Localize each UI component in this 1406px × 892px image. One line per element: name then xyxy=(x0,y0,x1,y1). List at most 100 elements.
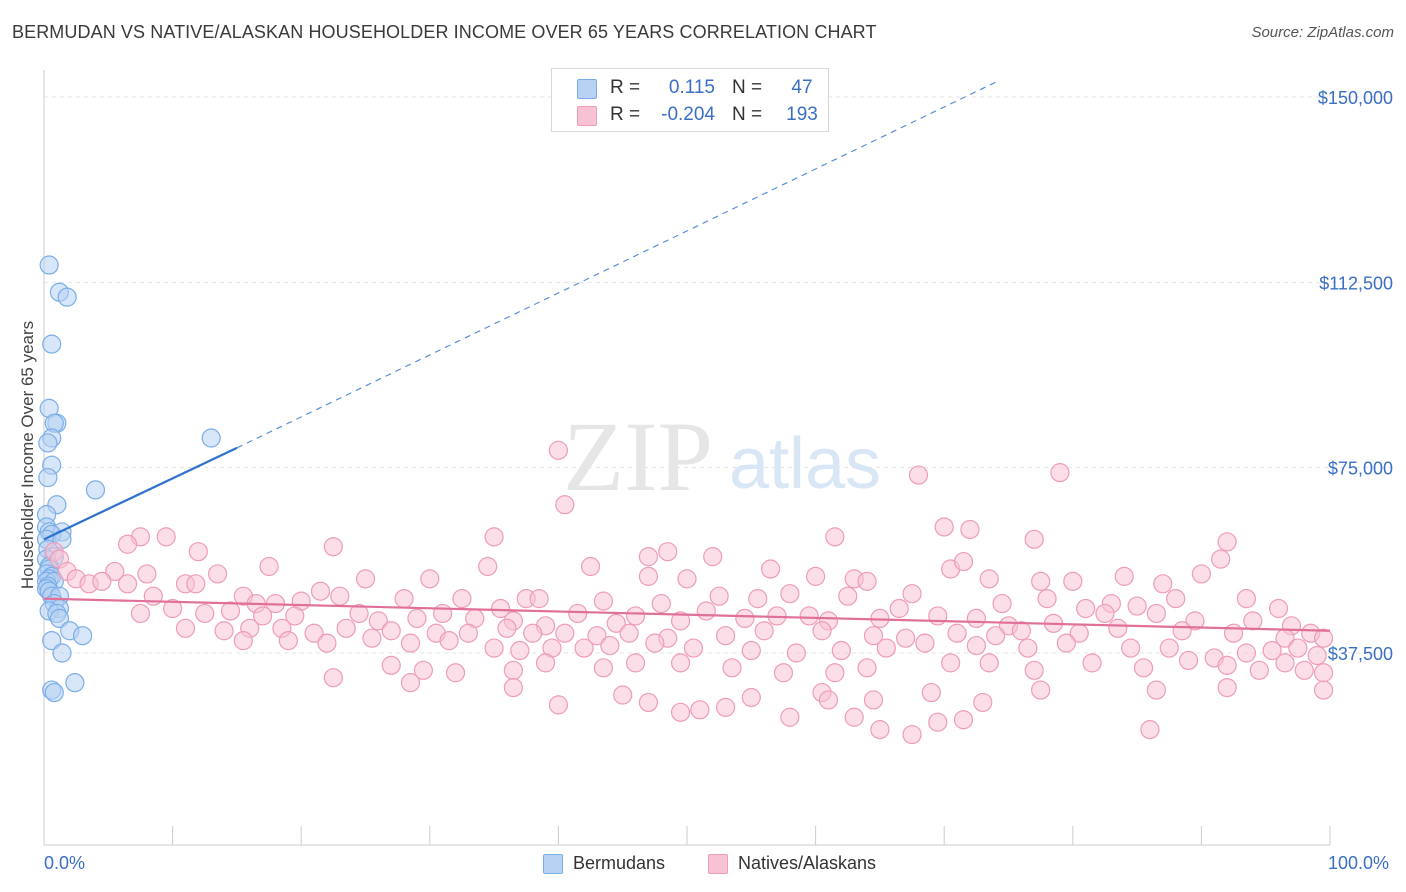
native-alaskan-point xyxy=(1146,680,1166,700)
native-alaskan-point xyxy=(439,631,459,651)
native-alaskan-point xyxy=(317,633,337,653)
native-alaskan-point xyxy=(1076,598,1096,619)
native-alaskan-point xyxy=(902,724,922,745)
native-alaskan-point xyxy=(1140,720,1160,740)
native-alaskan-point xyxy=(503,677,523,698)
legend-label-natives-alaskans: Natives/Alaskans xyxy=(738,853,877,873)
series-legend: Bermudans Natives/Alaskans xyxy=(0,852,1406,878)
native-alaskan-point xyxy=(1275,653,1295,673)
native-alaskan-point xyxy=(1159,638,1179,658)
native-alaskan-point xyxy=(915,633,935,653)
native-alaskan-point xyxy=(953,710,974,730)
native-alaskan-point xyxy=(1056,633,1076,653)
native-alaskan-point xyxy=(1095,603,1115,624)
native-alaskan-point xyxy=(548,695,569,715)
native-alaskan-point xyxy=(889,598,909,619)
legend-swatch-bermudans xyxy=(577,79,597,99)
native-alaskan-point xyxy=(670,702,691,722)
native-alaskan-point xyxy=(163,598,183,619)
series-bermudans xyxy=(36,255,221,703)
native-alaskan-point xyxy=(1011,621,1031,641)
native-alaskan-point xyxy=(780,584,800,604)
native-alaskan-point xyxy=(1191,564,1212,584)
native-alaskan-point xyxy=(831,640,851,661)
native-alaskan-point xyxy=(1082,653,1102,673)
native-alaskan-point xyxy=(593,658,614,678)
native-alaskan-point xyxy=(452,589,472,609)
native-alaskan-point xyxy=(529,589,549,609)
native-alaskan-point xyxy=(413,660,433,680)
native-alaskan-point xyxy=(651,593,671,614)
native-alaskan-point xyxy=(92,571,112,591)
native-alaskan-point xyxy=(587,626,607,646)
native-alaskan-point xyxy=(1288,638,1308,658)
native-alaskan-point xyxy=(368,611,388,631)
watermark-atlas: atlas xyxy=(729,424,881,504)
native-alaskan-point xyxy=(986,626,1006,646)
native-alaskan-point xyxy=(941,653,961,673)
native-alaskan-trend-line xyxy=(43,597,1331,632)
legend-swatch-bermudans xyxy=(543,854,563,874)
native-alaskan-point xyxy=(1024,660,1044,680)
native-alaskan-point xyxy=(1223,623,1244,643)
native-alaskan-point xyxy=(278,631,298,651)
bermudan-point xyxy=(42,334,62,354)
native-alaskan-point xyxy=(381,621,401,641)
native-alaskan-point xyxy=(304,623,324,643)
native-alaskan-point xyxy=(130,603,151,624)
bermudan-point xyxy=(42,631,62,651)
legend-n-value: 193 xyxy=(786,104,818,125)
native-alaskan-point xyxy=(1236,589,1257,609)
native-alaskan-point xyxy=(407,608,427,629)
bermudan-point xyxy=(57,287,77,307)
native-alaskan-point xyxy=(117,574,138,594)
native-alaskan-point xyxy=(433,603,453,624)
native-alaskan-point xyxy=(349,603,369,624)
bermudan-point xyxy=(85,480,106,500)
native-alaskan-point xyxy=(638,547,659,567)
native-alaskan-point xyxy=(876,638,896,658)
native-alaskan-point xyxy=(1108,618,1128,638)
native-alaskan-point xyxy=(330,586,350,606)
native-alaskan-point xyxy=(760,559,781,579)
native-alaskan-point xyxy=(902,584,922,604)
legend-row-natives-alaskans: R = -0.204 N = 193 xyxy=(552,101,828,129)
native-alaskan-point xyxy=(186,574,206,594)
native-alaskan-point xyxy=(535,653,556,673)
native-alaskan-point xyxy=(214,621,234,641)
native-alaskan-point xyxy=(555,623,575,643)
native-alaskan-point xyxy=(188,542,208,562)
native-alaskan-point xyxy=(947,623,967,643)
native-alaskan-point xyxy=(510,640,530,661)
native-alaskan-point xyxy=(805,566,826,586)
native-alaskan-point xyxy=(137,564,157,584)
native-alaskan-point xyxy=(645,633,665,653)
native-alaskan-point xyxy=(1178,650,1199,671)
native-alaskan-point xyxy=(934,517,954,537)
native-alaskan-point xyxy=(625,653,646,673)
native-alaskan-point xyxy=(1172,621,1192,641)
native-alaskan-point xyxy=(555,495,575,515)
native-alaskan-point xyxy=(870,720,890,740)
native-alaskan-point xyxy=(1050,463,1070,483)
native-alaskan-point xyxy=(973,692,993,713)
native-alaskan-point xyxy=(233,631,253,651)
native-alaskan-point xyxy=(523,623,543,643)
bermudan-point xyxy=(38,433,58,453)
native-alaskan-point xyxy=(400,633,421,653)
trend-lines xyxy=(43,81,1331,632)
watermark-zip: ZIP xyxy=(563,401,713,512)
native-alaskan-point xyxy=(195,603,215,624)
legend-n-label: N = xyxy=(732,77,763,98)
native-alaskan-point xyxy=(696,601,716,621)
native-alaskan-point xyxy=(1166,589,1186,609)
bermudan-point xyxy=(49,608,70,629)
bermudan-trend-extension xyxy=(236,81,996,449)
native-alaskan-point xyxy=(381,655,401,675)
native-alaskan-point xyxy=(1018,638,1038,658)
native-alaskan-point xyxy=(503,660,523,680)
native-alaskan-point xyxy=(1313,663,1334,683)
native-alaskan-point xyxy=(1307,645,1327,666)
chart-title: BERMUDAN VS NATIVE/ALASKAN HOUSEHOLDER I… xyxy=(12,22,877,42)
